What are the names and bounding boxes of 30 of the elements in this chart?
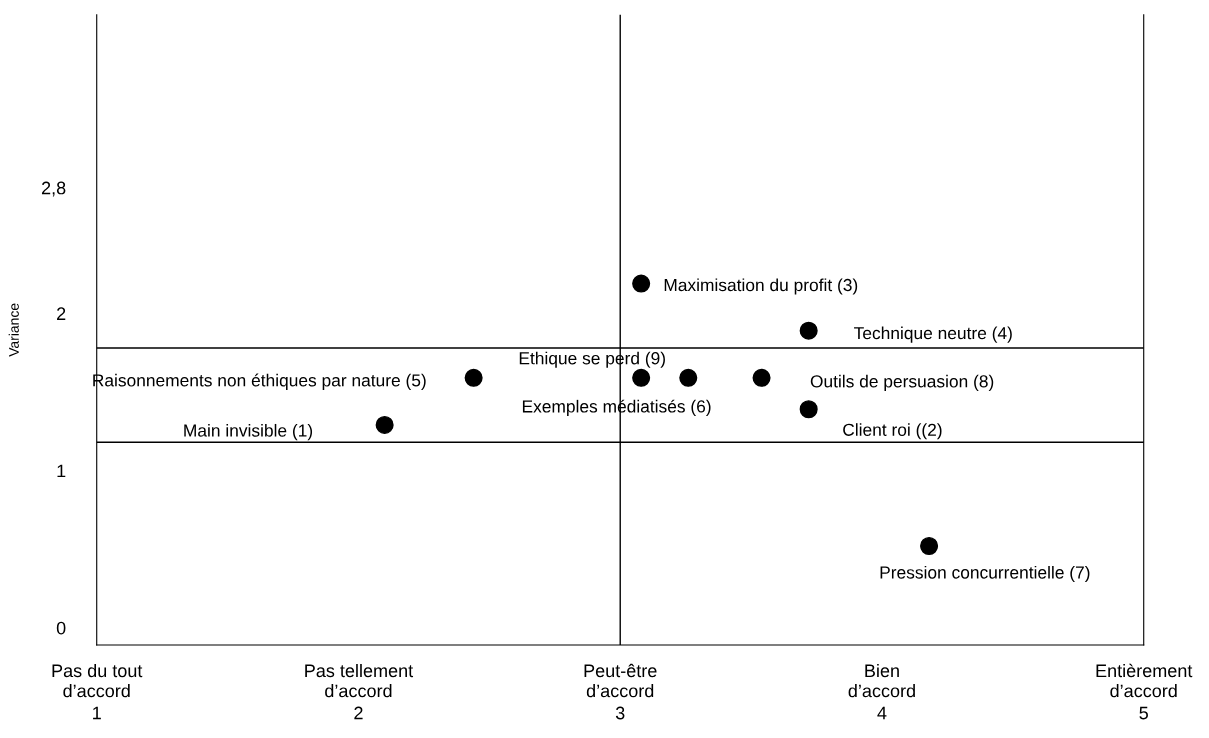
annotation: Client roi ((2) xyxy=(843,423,942,440)
x-tick-label: 1 xyxy=(93,706,101,720)
point xyxy=(799,321,818,340)
annotation: Maximisation du profit (3) xyxy=(664,278,858,295)
point xyxy=(632,274,651,293)
y-axis-title: Variance xyxy=(8,303,19,357)
y-tick-label: 0 xyxy=(56,621,66,635)
annotation: Pression concurrentielle (7) xyxy=(880,565,1090,583)
point xyxy=(920,536,939,556)
x-tick-label: 3 xyxy=(615,706,625,720)
point xyxy=(752,368,771,387)
point xyxy=(375,415,394,435)
text: Peut-être d’accord xyxy=(584,663,657,698)
text: Pas tellement d’accord xyxy=(305,663,414,698)
text: Entièrement d’accord xyxy=(1096,663,1193,698)
y-tick-label: 2,8 xyxy=(41,181,66,197)
point xyxy=(679,368,698,387)
x-tick-label: 2 xyxy=(354,706,363,720)
annotation: Outils de persuasion (8) xyxy=(810,374,994,391)
point xyxy=(799,400,818,419)
y-tick-label: 1 xyxy=(57,464,66,478)
annotation: Technique neutre (4) xyxy=(854,326,1012,343)
x-tick-label: 5 xyxy=(1139,706,1148,720)
text: Pas du tout d’accord xyxy=(52,663,143,698)
y-tick-label: 2 xyxy=(57,307,66,320)
annotation: Main invisible (1) xyxy=(184,423,313,441)
x-tick-label: 4 xyxy=(877,706,887,720)
point xyxy=(632,368,651,387)
text: Bien d’accord xyxy=(848,663,915,698)
point xyxy=(464,368,483,387)
